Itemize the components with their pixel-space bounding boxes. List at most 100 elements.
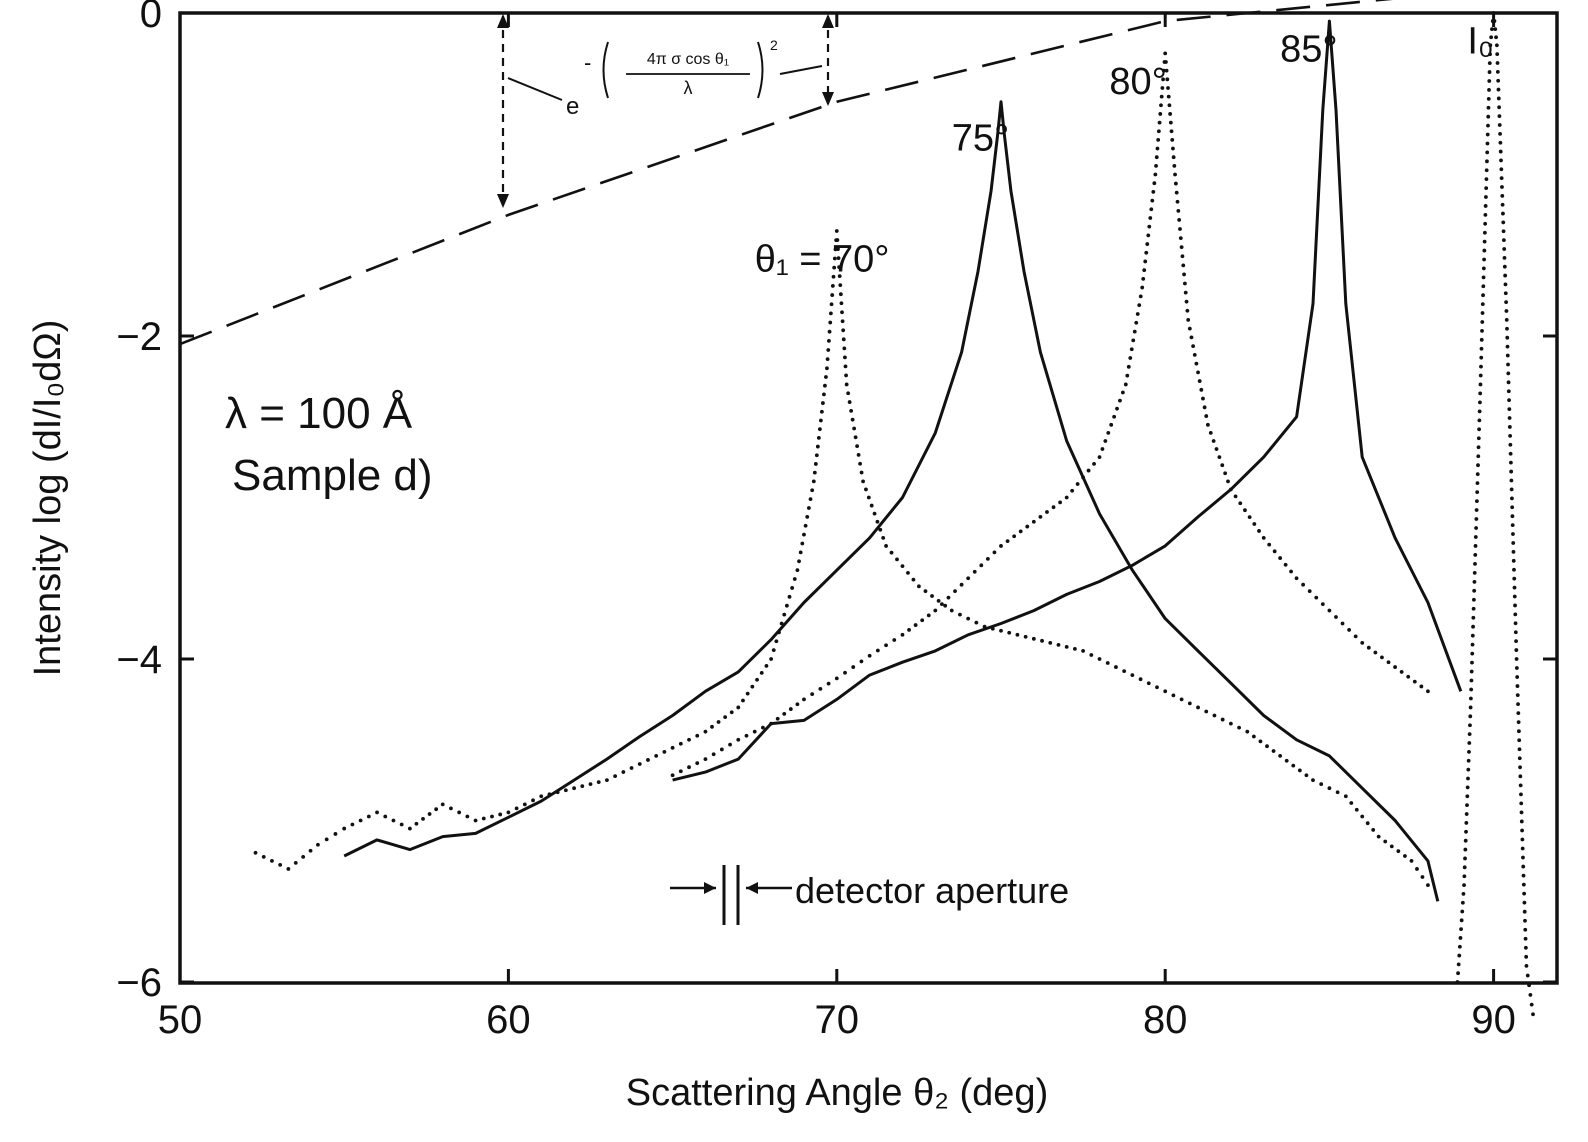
data-point: [1503, 273, 1508, 278]
data-point: [613, 774, 618, 778]
x-tick-label: 70: [815, 998, 860, 1042]
data-point: [1349, 801, 1354, 805]
series-dotted-0: [253, 229, 1430, 887]
data-point: [1056, 642, 1061, 647]
data-point: [1327, 786, 1332, 791]
x-tick-label: 50: [158, 998, 203, 1042]
data-point: [1131, 338, 1136, 343]
data-point: [864, 487, 868, 492]
data-point: [1204, 709, 1209, 714]
data-point: [1528, 993, 1533, 997]
data-point: [1513, 621, 1518, 626]
data-point: [1335, 790, 1340, 795]
data-point: [1376, 834, 1381, 839]
data-point: [1465, 803, 1469, 808]
data-point: [711, 752, 716, 757]
data-point: [866, 495, 871, 500]
data-point: [1297, 768, 1302, 773]
data-point: [1463, 838, 1468, 843]
data-point: [1064, 644, 1069, 649]
data-point: [1155, 685, 1159, 690]
data-point: [1467, 741, 1472, 745]
data-point: [1366, 645, 1371, 650]
data-point: [1480, 302, 1485, 307]
data-point: [774, 639, 779, 644]
data-point: [1278, 754, 1283, 758]
data-point: [1493, 27, 1498, 32]
data-point: [1031, 519, 1036, 524]
data-point: [1156, 137, 1161, 142]
series-dotted-4: [1455, 11, 1535, 1017]
data-point: [1132, 329, 1137, 334]
x-axis-title: Scattering Angle θ₂ (deg): [626, 1072, 1048, 1114]
data-point: [966, 616, 971, 621]
series-group: θ₁ = 70° 75° 80° 85° I₀: [179, 0, 1535, 1017]
data-point: [745, 691, 750, 696]
data-point: [1456, 962, 1461, 967]
data-point: [1457, 953, 1462, 958]
data-point: [1412, 679, 1417, 684]
data-point: [498, 812, 503, 817]
data-point: [1467, 732, 1472, 736]
data-point: [1484, 186, 1489, 191]
data-point: [821, 401, 825, 405]
data-point: [1458, 936, 1463, 940]
data-point: [1171, 693, 1176, 698]
data-point: [875, 648, 880, 653]
data-point: [629, 766, 634, 770]
data-point: [1152, 181, 1157, 186]
attenuation-formula: e - 4π σ cos θ₁ λ 2: [497, 14, 834, 208]
data-point: [1462, 865, 1467, 870]
data-point: [810, 692, 815, 697]
data-point: [1481, 284, 1486, 289]
data-point: [1301, 582, 1306, 587]
data-point: [687, 765, 691, 770]
data-point: [1158, 112, 1163, 116]
data-point: [953, 589, 957, 594]
data-point: [646, 758, 650, 762]
data-point: [1520, 828, 1524, 833]
data-point: [1500, 193, 1505, 198]
data-point: [920, 618, 925, 623]
data-point: [1149, 207, 1154, 212]
data-point: [1474, 508, 1479, 512]
data-point: [1510, 505, 1515, 510]
data-point: [839, 301, 844, 306]
data-point: [1155, 146, 1160, 151]
data-point: [900, 564, 905, 569]
data-point: [286, 867, 291, 871]
data-point: [771, 648, 776, 653]
data-point: [736, 737, 741, 742]
data-point: [1456, 971, 1460, 976]
data-point: [1142, 268, 1147, 273]
data-point: [1409, 858, 1414, 863]
data-point: [1220, 463, 1225, 468]
data-point: [728, 742, 732, 747]
data-point: [1396, 849, 1401, 854]
data-point: [1018, 529, 1023, 534]
data-point: [798, 550, 803, 555]
data-point: [588, 782, 593, 787]
data-point: [1353, 634, 1358, 639]
data-point: [828, 311, 833, 316]
data-point: [843, 364, 848, 369]
data-point: [1482, 239, 1487, 244]
data-point: [856, 453, 861, 457]
data-point: [358, 818, 363, 823]
data-point: [999, 544, 1003, 548]
sample-id-label: Sample d): [232, 451, 433, 500]
data-point: [1517, 747, 1522, 752]
data-point: [1097, 657, 1102, 661]
data-point: [1167, 103, 1172, 108]
data-point: [1512, 585, 1517, 590]
data-point: [1467, 749, 1471, 754]
data-point: [1523, 936, 1528, 941]
data-point: [926, 613, 931, 618]
data-point: [999, 628, 1003, 633]
data-point: [1514, 648, 1519, 652]
data-point: [881, 535, 886, 540]
data-point: [1505, 326, 1509, 331]
data-point: [923, 589, 928, 594]
data-point: [1504, 317, 1509, 322]
data-point: [827, 338, 831, 343]
